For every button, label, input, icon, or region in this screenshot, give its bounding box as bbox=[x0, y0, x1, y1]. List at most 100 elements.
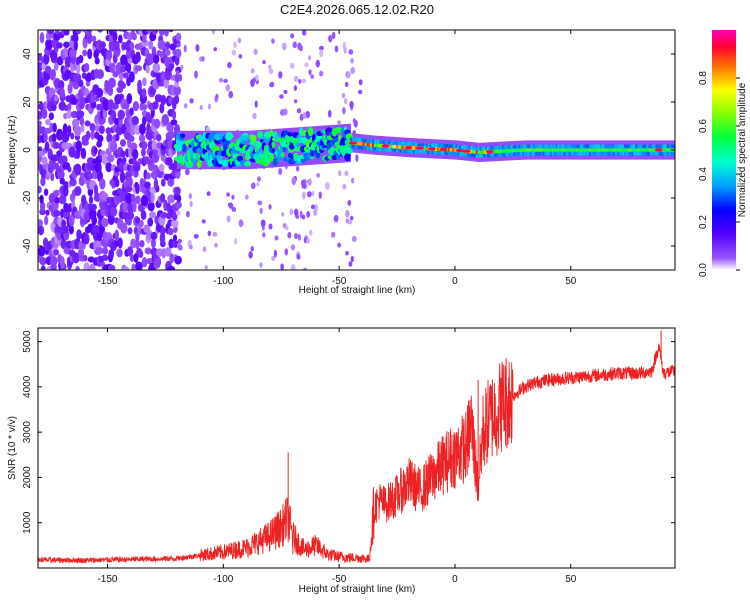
spectrogram-cell bbox=[287, 131, 293, 137]
spectrogram-cell bbox=[50, 172, 55, 182]
spectrogram-cell bbox=[170, 119, 178, 126]
spectrogram-cell bbox=[159, 226, 166, 236]
colorbar-tick-label: 0.6 bbox=[698, 119, 709, 133]
spectrogram-cell bbox=[257, 200, 263, 206]
spectrogram-cell bbox=[234, 238, 238, 245]
spectrogram-cell bbox=[78, 247, 85, 258]
spectrogram-cell bbox=[139, 239, 145, 248]
spectrogram-cell bbox=[223, 78, 228, 83]
spectrogram-cell bbox=[45, 38, 53, 51]
spectrogram-cell bbox=[48, 112, 54, 121]
spectrogram-cell bbox=[280, 152, 285, 158]
spectrogram-cell bbox=[118, 34, 123, 44]
spectrogram-cell bbox=[318, 45, 324, 51]
spectrogram-cell bbox=[66, 109, 72, 119]
spectrogram-cell bbox=[227, 133, 234, 139]
spectrogram-cell bbox=[135, 51, 141, 58]
spectrogram-cell bbox=[307, 191, 312, 198]
spectrogram-cell bbox=[135, 217, 141, 224]
spectrogram-cell bbox=[62, 47, 69, 58]
spectrogram-cell bbox=[38, 245, 46, 257]
spectrogram-cell bbox=[98, 224, 105, 235]
spectrogram-cell bbox=[141, 88, 147, 99]
spectrogram-cell bbox=[178, 73, 183, 82]
y-tick-label: 5000 bbox=[22, 330, 33, 353]
spectrogram-cell bbox=[121, 30, 128, 33]
spectrogram-cell bbox=[119, 82, 126, 90]
spectrogram-cell bbox=[347, 200, 352, 206]
spectrogram-cell bbox=[304, 62, 309, 68]
spectrogram-cell bbox=[218, 77, 224, 83]
spectrogram-cell bbox=[112, 30, 118, 42]
spectrogram-cell bbox=[349, 141, 358, 145]
spectrogram-cell bbox=[164, 157, 173, 166]
spectrogram-cell bbox=[331, 154, 338, 161]
spectrogram-cell bbox=[256, 176, 262, 182]
spectrogram-cell bbox=[158, 30, 166, 36]
spectrogram-cell bbox=[126, 93, 133, 105]
spectrogram-cell bbox=[306, 210, 311, 218]
spectrogram-cell bbox=[455, 148, 464, 153]
spectrogram-cell bbox=[41, 108, 48, 119]
spectrogram-cell bbox=[114, 166, 120, 173]
spectrogram-cell bbox=[259, 207, 263, 215]
spectrogram-cell bbox=[146, 115, 153, 124]
spectrogram-cell bbox=[233, 41, 237, 48]
spectrogram-cell bbox=[94, 57, 100, 65]
spectrogram-cell bbox=[334, 45, 339, 53]
spectrogram-cell bbox=[117, 237, 123, 249]
spectrogram-cell bbox=[183, 103, 188, 109]
spectrogram-cell bbox=[54, 197, 61, 204]
spectrogram-cell bbox=[97, 30, 104, 33]
spectrogram-cell bbox=[271, 38, 275, 44]
spectrogram-cell bbox=[301, 191, 306, 200]
spectrogram-cell bbox=[226, 192, 230, 197]
spectrogram-cell bbox=[101, 247, 109, 255]
spectrogram-cell bbox=[140, 194, 149, 207]
spectrogram-cell bbox=[73, 40, 78, 51]
spectrogram-cell bbox=[177, 244, 183, 251]
spectrogram-cell bbox=[129, 107, 134, 116]
spectrogram-cell bbox=[185, 168, 190, 176]
spectrogram-cell bbox=[207, 103, 212, 110]
spectrogram-cell bbox=[142, 77, 147, 87]
x-tick-label: -50 bbox=[332, 574, 347, 585]
spectrogram-cell bbox=[76, 229, 82, 240]
spectrogram-cell bbox=[125, 171, 133, 178]
y-tick-label: 2000 bbox=[22, 466, 33, 489]
spectrogram-cell bbox=[215, 93, 219, 100]
spectrogram-cell bbox=[135, 183, 140, 194]
spectrogram-cell bbox=[201, 219, 206, 224]
spectrogram-y-ticks: -40 -20 0 20 40 bbox=[22, 48, 675, 253]
y-tick-label: 3000 bbox=[22, 421, 33, 444]
spectrogram-cell bbox=[44, 215, 49, 226]
spectrogram-cell bbox=[131, 148, 139, 160]
spectrogram-cell bbox=[60, 155, 68, 164]
spectrogram-cell bbox=[154, 118, 161, 129]
spectrogram-cell bbox=[153, 54, 160, 64]
spectrogram-cell bbox=[248, 251, 253, 259]
spectrogram-cell bbox=[242, 134, 249, 142]
spectrogram-cell bbox=[138, 134, 146, 143]
spectrogram-cell bbox=[78, 79, 84, 88]
spectrogram-cell bbox=[174, 201, 182, 209]
spectrogram-cell bbox=[147, 201, 155, 212]
spectrogram-cell bbox=[177, 238, 182, 244]
spectrogram-y-label: Frequency (Hz) bbox=[7, 116, 18, 185]
spectrogram-cell bbox=[289, 62, 295, 69]
spectrogram-cell bbox=[164, 41, 171, 50]
spectrogram-cell bbox=[158, 163, 165, 172]
spectrogram-cell bbox=[381, 144, 390, 148]
spectrogram-cell bbox=[106, 154, 115, 163]
spectrogram-cell bbox=[94, 124, 101, 132]
spectrogram-cell bbox=[280, 263, 284, 270]
spectrogram-cell bbox=[319, 49, 324, 58]
spectrogram-cell bbox=[342, 107, 346, 115]
spectrogram-cell bbox=[175, 143, 183, 152]
spectrogram-cell bbox=[282, 146, 287, 152]
spectrogram-cell bbox=[87, 48, 93, 60]
spectrogram-cell bbox=[51, 133, 57, 143]
spectrogram-cell bbox=[285, 225, 289, 231]
spectrogram-cell bbox=[74, 163, 82, 176]
snr-line bbox=[38, 343, 675, 565]
